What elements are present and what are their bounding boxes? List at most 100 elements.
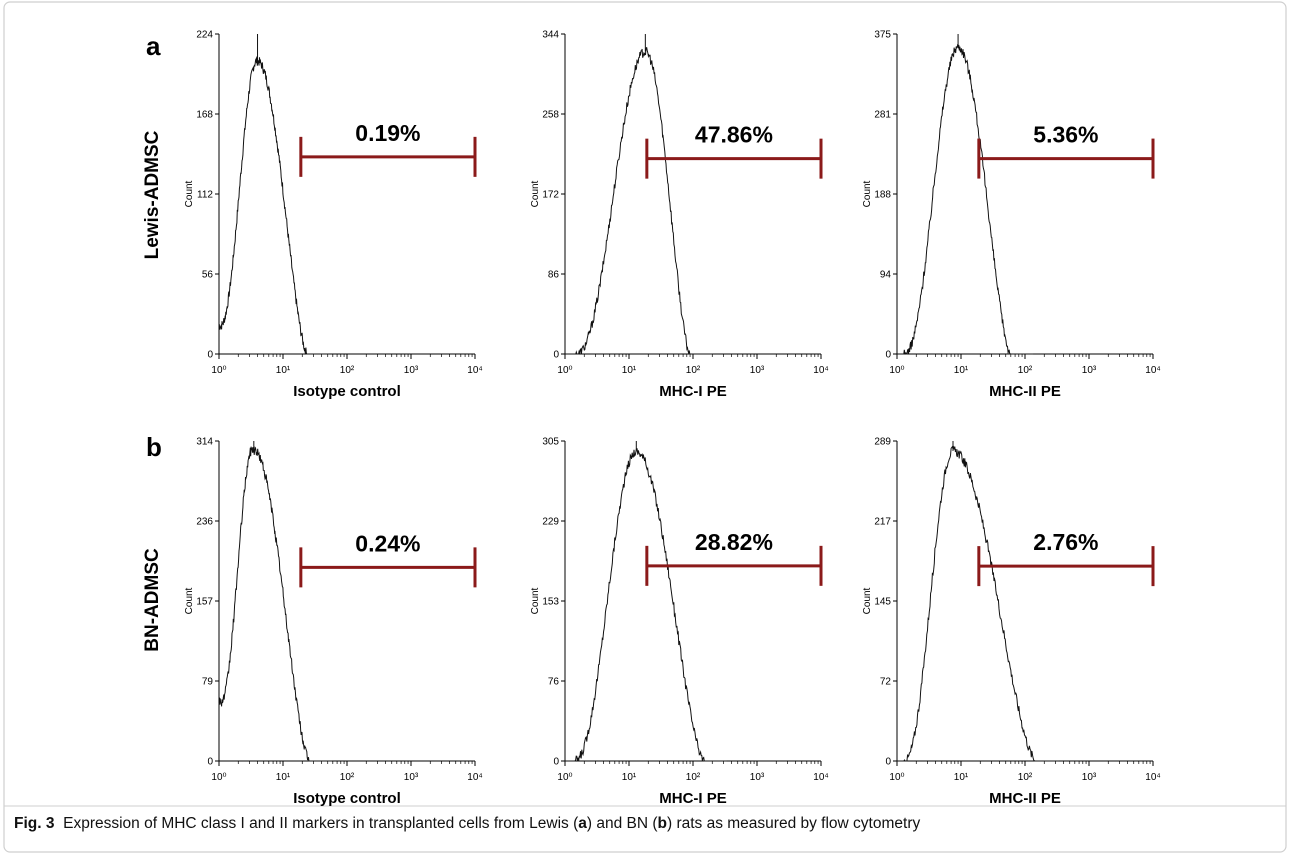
- x-tick-label: 10¹: [276, 365, 291, 376]
- gate-percent-label: 0.19%: [355, 120, 420, 146]
- x-tick-label: 10¹: [622, 772, 637, 783]
- y-tick-label: 79: [202, 677, 214, 688]
- x-tick-label: 10⁰: [211, 772, 226, 783]
- x-tick-label: 10⁴: [467, 365, 482, 376]
- y-tick-label: 145: [874, 597, 891, 608]
- x-tick-label: 10²: [686, 365, 701, 376]
- caption-text-3: ) rats as measured by flow cytometry: [666, 815, 921, 832]
- caption-text-2: ) and BN (: [586, 815, 658, 832]
- y-axis-label: Count: [184, 180, 195, 207]
- caption-fig-number: Fig. 3: [14, 815, 55, 832]
- y-tick-label: 217: [874, 517, 891, 528]
- figure-border: [3, 1, 1287, 853]
- row-label-bn: BN-ADMSC: [142, 548, 163, 652]
- figure-caption: Fig. 3 Expression of MHC class I and II …: [14, 815, 920, 833]
- x-tick-label: 10⁴: [813, 365, 828, 376]
- histogram-panel-2: 0 86 172 258 344 10⁰ 10¹ 10² 10³ 10⁴ Count MHC-I PE…: [530, 30, 829, 401]
- histogram-trace: [565, 46, 713, 355]
- y-tick-label: 258: [542, 110, 559, 121]
- x-axis-label: MHC-II PE: [989, 383, 1061, 400]
- x-tick-label: 10⁰: [889, 772, 904, 783]
- x-tick-label: 10⁴: [813, 772, 828, 783]
- y-tick-label: 153: [542, 597, 559, 608]
- gate-percent-label: 28.82%: [695, 529, 773, 555]
- y-tick-label: 86: [548, 270, 560, 281]
- y-tick-label: 281: [874, 110, 891, 121]
- x-tick-label: 10²: [340, 772, 355, 783]
- y-tick-label: 229: [542, 517, 559, 528]
- caption-ref-a: a: [578, 815, 587, 832]
- x-axis-label: Isotype control: [293, 790, 401, 807]
- x-tick-label: 10²: [686, 772, 701, 783]
- histogram-trace: [897, 43, 1034, 355]
- y-tick-label: 72: [880, 677, 892, 688]
- histogram-panel-1: 0 56 112 168 224 10⁰ 10¹ 10² 10³ 10⁴ Count Isotype …: [184, 30, 483, 401]
- y-tick-label: 56: [202, 270, 214, 281]
- y-tick-label: 0: [553, 757, 559, 768]
- y-tick-label: 375: [874, 30, 891, 41]
- y-tick-label: 305: [542, 437, 559, 448]
- x-tick-label: 10²: [1018, 365, 1033, 376]
- x-axis-label: Isotype control: [293, 383, 401, 400]
- histogram-trace: [218, 446, 332, 762]
- y-tick-label: 0: [207, 757, 213, 768]
- x-tick-label: 10¹: [954, 365, 969, 376]
- x-tick-label: 10¹: [622, 365, 637, 376]
- y-tick-label: 314: [196, 437, 213, 448]
- y-tick-label: 0: [553, 350, 559, 361]
- histogram-panel-5: 0 76 153 229 305 10⁰ 10¹ 10² 10³ 10⁴ Count MHC-I PE…: [530, 437, 829, 808]
- x-tick-label: 10³: [404, 772, 419, 783]
- gate-percent-label: 5.36%: [1033, 122, 1098, 148]
- histogram-panels: 0 56 112 168 224 10⁰ 10¹ 10² 10³ 10⁴ Count Isotype …: [184, 30, 1161, 808]
- row-label-lewis: Lewis-ADMSC: [142, 130, 163, 259]
- x-axis-label: MHC-I PE: [659, 383, 727, 400]
- x-axis-label: MHC-I PE: [659, 790, 727, 807]
- x-tick-label: 10⁰: [889, 365, 904, 376]
- x-tick-label: 10⁰: [211, 365, 226, 376]
- x-tick-label: 10²: [1018, 772, 1033, 783]
- x-tick-label: 10⁴: [1145, 772, 1160, 783]
- histogram-trace: [218, 56, 330, 355]
- histogram-panel-6: 0 72 145 217 289 10⁰ 10¹ 10² 10³ 10⁴ Count MHC-II P…: [862, 437, 1161, 808]
- x-tick-label: 10¹: [276, 772, 291, 783]
- x-tick-label: 10¹: [954, 772, 969, 783]
- x-tick-label: 10³: [750, 365, 765, 376]
- x-tick-label: 10²: [340, 365, 355, 376]
- y-tick-label: 76: [548, 677, 560, 688]
- y-axis-label: Count: [530, 587, 541, 614]
- histogram-panel-4: 0 79 157 236 314 10⁰ 10¹ 10² 10³ 10⁴ Count Isotype …: [184, 437, 483, 808]
- y-axis-label: Count: [530, 180, 541, 207]
- x-tick-label: 10⁴: [467, 772, 482, 783]
- x-tick-label: 10³: [1082, 365, 1097, 376]
- y-tick-label: 157: [196, 597, 213, 608]
- y-tick-label: 344: [542, 30, 559, 41]
- x-tick-label: 10³: [404, 365, 419, 376]
- x-tick-label: 10³: [1082, 772, 1097, 783]
- y-tick-label: 224: [196, 30, 213, 41]
- y-tick-label: 236: [196, 517, 213, 528]
- gate-percent-label: 2.76%: [1033, 529, 1098, 555]
- x-tick-label: 10⁰: [557, 365, 572, 376]
- y-tick-label: 172: [542, 190, 559, 201]
- histogram-trace: [565, 448, 727, 762]
- y-tick-label: 168: [196, 110, 213, 121]
- y-axis-label: Count: [184, 587, 195, 614]
- histogram-trace: [897, 445, 1059, 762]
- y-tick-label: 112: [197, 190, 213, 201]
- gate-percent-label: 47.86%: [695, 122, 773, 148]
- x-tick-label: 10³: [750, 772, 765, 783]
- histogram-panel-3: 0 94 188 281 375 10⁰ 10¹ 10² 10³ 10⁴ Count MHC-II P…: [862, 30, 1161, 401]
- gate-percent-label: 0.24%: [355, 530, 420, 556]
- x-tick-label: 10⁴: [1145, 365, 1160, 376]
- y-tick-label: 289: [874, 437, 891, 448]
- y-tick-label: 94: [880, 270, 892, 281]
- caption-ref-b: b: [657, 815, 667, 832]
- y-tick-label: 0: [885, 350, 891, 361]
- y-axis-label: Count: [862, 180, 873, 207]
- y-tick-label: 188: [874, 190, 891, 201]
- panel-label-a: a: [146, 31, 161, 61]
- y-axis-label: Count: [862, 587, 873, 614]
- y-tick-label: 0: [885, 757, 891, 768]
